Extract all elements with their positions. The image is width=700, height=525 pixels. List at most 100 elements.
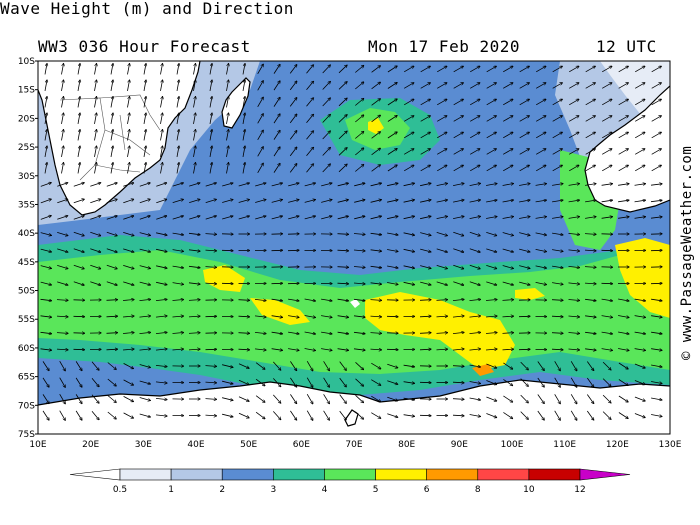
direction-arrow bbox=[403, 66, 414, 73]
direction-arrow bbox=[337, 250, 349, 251]
direction-arrow bbox=[601, 315, 613, 318]
direction-arrow bbox=[61, 130, 64, 141]
direction-arrow bbox=[77, 64, 80, 75]
direction-arrow bbox=[519, 248, 530, 252]
direction-arrow bbox=[176, 113, 179, 124]
direction-arrow bbox=[585, 83, 596, 89]
direction-arrow bbox=[437, 149, 447, 155]
direction-arrow bbox=[143, 146, 146, 157]
direction-arrow bbox=[651, 381, 662, 384]
direction-arrow bbox=[387, 249, 398, 252]
direction-arrow bbox=[585, 217, 596, 219]
direction-arrow bbox=[306, 360, 313, 371]
direction-arrow bbox=[59, 360, 66, 371]
direction-arrow bbox=[602, 361, 611, 370]
longitude-axis: 10E 20E 30E 40E 50E 60E 70E 80E 90E 100E 110E 120E 1… bbox=[29, 440, 681, 450]
direction-arrow bbox=[222, 364, 233, 368]
direction-arrow bbox=[602, 99, 612, 106]
direction-arrow bbox=[371, 82, 381, 90]
direction-arrow bbox=[271, 200, 283, 203]
direction-arrow bbox=[77, 146, 80, 157]
direction-arrow bbox=[139, 265, 151, 269]
direction-arrow bbox=[254, 332, 266, 333]
direction-arrow bbox=[387, 396, 397, 401]
direction-arrow bbox=[123, 199, 133, 204]
direction-arrow bbox=[290, 410, 296, 420]
direction-arrow bbox=[209, 80, 212, 91]
direction-arrow bbox=[634, 217, 646, 219]
direction-arrow bbox=[57, 232, 68, 235]
direction-arrow bbox=[42, 410, 49, 420]
direction-arrow bbox=[502, 349, 514, 350]
direction-arrow bbox=[289, 114, 297, 124]
direction-arrow bbox=[160, 97, 163, 108]
direction-arrow bbox=[452, 332, 464, 333]
direction-arrow bbox=[143, 113, 146, 124]
direction-arrow bbox=[193, 146, 196, 157]
direction-arrow bbox=[226, 80, 229, 91]
direction-arrow bbox=[155, 398, 167, 399]
direction-arrow bbox=[371, 115, 381, 123]
direction-arrow bbox=[469, 264, 480, 268]
direction-arrow bbox=[273, 81, 280, 91]
direction-arrow bbox=[306, 81, 314, 90]
direction-arrow bbox=[323, 377, 330, 387]
direction-arrow bbox=[602, 394, 611, 403]
direction-arrow bbox=[156, 265, 167, 268]
direction-arrow bbox=[73, 264, 84, 268]
direction-arrow bbox=[436, 349, 448, 350]
longitude-tick-label: 30E bbox=[135, 440, 152, 450]
direction-arrow bbox=[61, 97, 64, 108]
longitude-tick-label: 130E bbox=[659, 440, 682, 450]
direction-arrow bbox=[570, 361, 577, 370]
direction-arrow bbox=[40, 265, 52, 269]
direction-arrow bbox=[618, 331, 629, 334]
direction-arrow bbox=[355, 82, 363, 90]
direction-arrow bbox=[238, 200, 250, 203]
latitude-tick-label: 60S bbox=[18, 344, 35, 354]
direction-arrow bbox=[42, 361, 49, 370]
direction-arrow bbox=[205, 415, 217, 416]
direction-arrow bbox=[537, 410, 544, 420]
direction-arrow bbox=[205, 283, 217, 284]
direction-arrow bbox=[618, 149, 629, 155]
direction-arrow bbox=[585, 165, 596, 172]
wave-region-5-6m bbox=[250, 298, 310, 325]
direction-arrow bbox=[226, 163, 229, 174]
direction-arrow bbox=[635, 165, 645, 172]
direction-arrow bbox=[172, 333, 184, 334]
direction-arrow bbox=[403, 281, 415, 284]
direction-arrow bbox=[288, 315, 299, 318]
direction-arrow bbox=[122, 349, 134, 350]
direction-arrow bbox=[537, 377, 544, 387]
direction-arrow bbox=[453, 281, 463, 285]
direction-arrow bbox=[419, 316, 431, 317]
direction-arrow bbox=[387, 66, 397, 73]
direction-arrow bbox=[273, 378, 280, 386]
direction-arrow bbox=[420, 265, 431, 269]
direction-arrow bbox=[306, 410, 313, 421]
direction-arrow bbox=[486, 380, 496, 385]
direction-arrow bbox=[519, 232, 530, 236]
direction-arrow bbox=[420, 216, 431, 220]
direction-arrow bbox=[469, 183, 481, 186]
direction-arrow bbox=[387, 265, 398, 268]
coastlines bbox=[38, 61, 670, 427]
direction-arrow bbox=[322, 82, 331, 90]
direction-arrow bbox=[61, 146, 64, 157]
direction-arrow bbox=[271, 331, 283, 334]
direction-arrow bbox=[568, 250, 580, 251]
direction-arrow bbox=[403, 248, 415, 251]
legend-high-end bbox=[579, 468, 631, 481]
direction-arrow bbox=[634, 413, 645, 418]
direction-arrow bbox=[554, 410, 561, 420]
legend-tick-label: 2 bbox=[219, 485, 225, 495]
direction-arrow bbox=[321, 315, 332, 318]
direction-arrow bbox=[56, 333, 68, 334]
direction-arrow bbox=[503, 379, 512, 385]
direction-arrow bbox=[436, 232, 448, 235]
direction-arrow bbox=[569, 149, 579, 155]
direction-arrow bbox=[273, 361, 280, 370]
latitude-tick-label: 55S bbox=[18, 315, 35, 325]
direction-arrow bbox=[537, 361, 544, 371]
